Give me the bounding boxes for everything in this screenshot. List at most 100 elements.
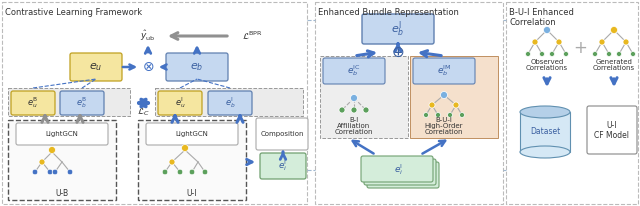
Text: Correlation: Correlation: [335, 129, 373, 135]
Text: Generated: Generated: [596, 59, 632, 65]
Circle shape: [460, 112, 465, 117]
FancyBboxPatch shape: [60, 91, 104, 115]
Bar: [155, 88, 303, 116]
Text: U-I: U-I: [187, 190, 197, 199]
Text: $e_b^{\rm I}$: $e_b^{\rm I}$: [225, 96, 236, 110]
FancyBboxPatch shape: [361, 156, 433, 182]
Text: B-I: B-I: [349, 117, 358, 123]
Text: $e_i^{\rm I}$: $e_i^{\rm I}$: [394, 163, 404, 177]
Text: $e_b^{\rm IM}$: $e_b^{\rm IM}$: [436, 63, 451, 78]
Circle shape: [532, 39, 538, 45]
Circle shape: [339, 107, 345, 113]
FancyBboxPatch shape: [323, 58, 385, 84]
Text: $\oplus$: $\oplus$: [391, 44, 404, 60]
Bar: [506, 2, 638, 204]
FancyBboxPatch shape: [256, 118, 308, 150]
Text: Correlation: Correlation: [425, 129, 463, 135]
Ellipse shape: [520, 146, 570, 158]
Circle shape: [563, 52, 568, 56]
Text: U-I: U-I: [607, 122, 617, 130]
Bar: [410, 56, 498, 138]
Circle shape: [599, 39, 605, 45]
FancyBboxPatch shape: [587, 106, 637, 154]
Text: U-B: U-B: [56, 190, 68, 199]
Circle shape: [435, 112, 440, 117]
FancyBboxPatch shape: [11, 91, 55, 115]
Circle shape: [363, 107, 369, 113]
Text: $\otimes$: $\otimes$: [142, 60, 154, 74]
FancyBboxPatch shape: [362, 14, 434, 44]
FancyBboxPatch shape: [413, 58, 475, 84]
Bar: [8, 120, 116, 200]
Circle shape: [39, 159, 45, 165]
Text: $e_b^{\rm I}$: $e_b^{\rm I}$: [391, 19, 404, 39]
Bar: [320, 56, 408, 138]
Text: +: +: [573, 39, 587, 57]
Text: Correlations: Correlations: [593, 65, 635, 71]
Circle shape: [189, 169, 195, 175]
Text: CF Model: CF Model: [595, 131, 630, 140]
Bar: [8, 88, 130, 116]
Circle shape: [162, 169, 168, 175]
Circle shape: [540, 52, 545, 56]
FancyBboxPatch shape: [364, 159, 436, 185]
Bar: [315, 2, 503, 204]
Circle shape: [177, 169, 183, 175]
Text: $\mathcal{L}^{\rm BPR}$: $\mathcal{L}^{\rm BPR}$: [242, 30, 262, 42]
Text: B-U-I Enhanced
Correlation: B-U-I Enhanced Correlation: [509, 8, 574, 27]
Circle shape: [550, 52, 554, 56]
Bar: [2, 2, 307, 204]
Text: $e_b^{\rm B}$: $e_b^{\rm B}$: [76, 96, 88, 110]
FancyBboxPatch shape: [16, 123, 108, 145]
Circle shape: [543, 27, 550, 34]
Text: Composition: Composition: [260, 131, 304, 137]
Circle shape: [52, 169, 58, 175]
Bar: [520, 112, 570, 152]
Text: $e_u^{\rm I}$: $e_u^{\rm I}$: [175, 96, 186, 110]
Text: Observed: Observed: [531, 59, 564, 65]
Circle shape: [424, 112, 429, 117]
Text: Contrastive Learning Framework: Contrastive Learning Framework: [5, 8, 142, 17]
Text: $\mathcal{L}_C$: $\mathcal{L}_C$: [136, 106, 149, 118]
Text: High-Order: High-Order: [425, 123, 463, 129]
Circle shape: [47, 169, 53, 175]
Circle shape: [525, 52, 531, 56]
Circle shape: [623, 39, 629, 45]
Circle shape: [32, 169, 38, 175]
Circle shape: [351, 95, 358, 102]
Circle shape: [611, 27, 618, 34]
FancyBboxPatch shape: [208, 91, 252, 115]
Circle shape: [616, 52, 621, 56]
Text: Affiliation: Affiliation: [337, 123, 371, 129]
Circle shape: [630, 52, 636, 56]
Circle shape: [351, 107, 357, 113]
Text: Enhanced Bundle Representation: Enhanced Bundle Representation: [318, 8, 459, 17]
Text: $e_u$: $e_u$: [90, 61, 102, 73]
Text: LightGCN: LightGCN: [175, 131, 209, 137]
Text: Correlations: Correlations: [526, 65, 568, 71]
Circle shape: [440, 91, 447, 98]
Text: B-U-I: B-U-I: [436, 117, 452, 123]
Circle shape: [556, 39, 562, 45]
Text: $e_b$: $e_b$: [190, 61, 204, 73]
Circle shape: [453, 102, 459, 108]
Circle shape: [202, 169, 208, 175]
Circle shape: [429, 102, 435, 108]
Text: $e_b^{\rm IC}$: $e_b^{\rm IC}$: [347, 63, 361, 78]
FancyBboxPatch shape: [70, 53, 122, 81]
Circle shape: [182, 144, 189, 151]
FancyBboxPatch shape: [146, 123, 238, 145]
FancyBboxPatch shape: [367, 162, 439, 188]
Text: Dataset: Dataset: [530, 128, 560, 137]
Text: $e_u^{\rm B}$: $e_u^{\rm B}$: [28, 96, 38, 110]
FancyBboxPatch shape: [260, 153, 306, 179]
FancyBboxPatch shape: [158, 91, 202, 115]
Circle shape: [49, 146, 56, 153]
Circle shape: [607, 52, 611, 56]
Circle shape: [169, 159, 175, 165]
Text: $\hat{y}_{\rm ub}$: $\hat{y}_{\rm ub}$: [140, 29, 156, 43]
Text: LightGCN: LightGCN: [45, 131, 79, 137]
Circle shape: [447, 112, 452, 117]
Ellipse shape: [520, 106, 570, 118]
Text: $e_i^{\rm I}$: $e_i^{\rm I}$: [278, 159, 287, 173]
